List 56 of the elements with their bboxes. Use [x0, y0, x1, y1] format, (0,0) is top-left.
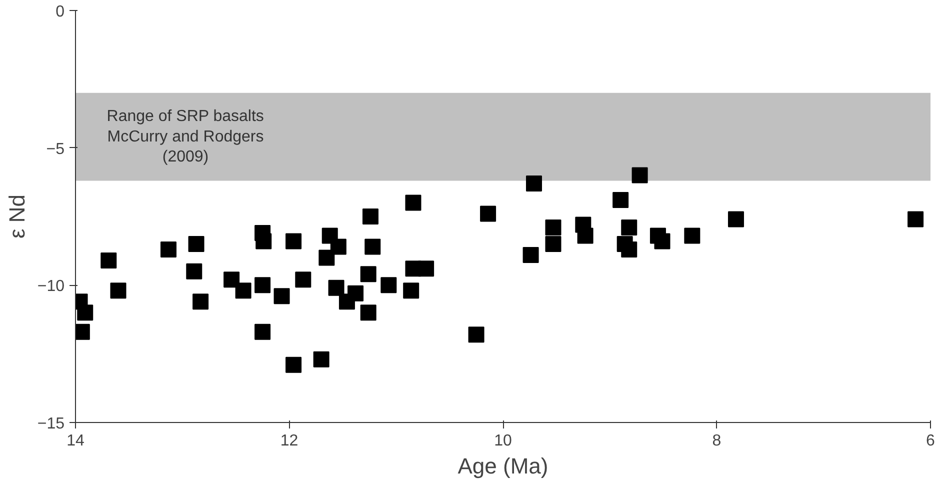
point [186, 263, 202, 280]
point [100, 252, 117, 268]
point [612, 192, 629, 208]
point [224, 272, 240, 288]
point [364, 238, 381, 255]
point [380, 277, 397, 294]
point [77, 304, 94, 321]
band-label: Range of SRP basalts McCurry and Rodgers (2009) [106, 108, 264, 166]
point [621, 219, 638, 236]
x-tick-label: 12 [280, 432, 298, 450]
point [274, 288, 290, 304]
point [286, 356, 302, 373]
point [403, 282, 420, 299]
point [362, 208, 378, 224]
point [318, 250, 335, 266]
point [418, 260, 434, 277]
point [254, 277, 271, 294]
point [110, 282, 126, 299]
y-tick-label: −5 [46, 140, 65, 158]
y-tick-label: 0 [56, 4, 65, 20]
point [338, 294, 355, 310]
point [405, 194, 422, 211]
point [330, 238, 346, 255]
point [632, 167, 648, 184]
y-tick-label: −15 [37, 416, 65, 432]
point [526, 176, 542, 192]
x-tick-label: 6 [926, 432, 936, 450]
y-axis-title: ε Nd [4, 194, 30, 239]
x-tick-label: 8 [712, 432, 722, 450]
point [235, 282, 252, 299]
point [295, 272, 312, 288]
point [480, 206, 496, 222]
point [254, 324, 271, 340]
x-tick-label: 14 [66, 432, 84, 450]
point [545, 219, 562, 236]
point [286, 233, 302, 250]
point [654, 233, 670, 250]
point [545, 236, 562, 252]
point [360, 304, 376, 321]
point [522, 246, 539, 263]
point [313, 351, 330, 368]
point [468, 326, 484, 343]
point [908, 211, 924, 228]
point [360, 266, 376, 282]
point [256, 233, 272, 250]
point [328, 280, 344, 296]
point [728, 211, 744, 228]
point [188, 236, 204, 252]
x-tick-label: 10 [494, 432, 512, 450]
point [577, 228, 594, 244]
x-axis-title: Age (Ma) [458, 454, 548, 478]
point [684, 228, 700, 244]
point [160, 241, 176, 258]
point [621, 241, 638, 258]
point [192, 294, 209, 310]
y-tick-label: −10 [37, 278, 65, 296]
